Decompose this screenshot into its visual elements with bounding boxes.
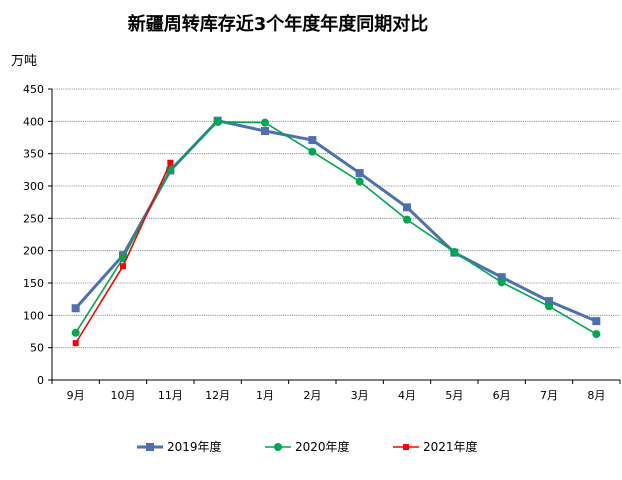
y-tick-label: 350 bbox=[23, 148, 44, 161]
x-tick-label: 9月 bbox=[67, 389, 85, 402]
legend-marker bbox=[403, 444, 409, 450]
data-point bbox=[592, 317, 601, 326]
x-tick-label: 3月 bbox=[351, 389, 369, 402]
data-point bbox=[308, 147, 317, 156]
x-tick-label: 12月 bbox=[205, 389, 230, 402]
data-point bbox=[167, 159, 174, 166]
y-tick-label: 150 bbox=[23, 277, 44, 290]
data-point bbox=[261, 118, 269, 127]
x-tick-labels: 9月 10月 11月 12月 1月 2月 3月 4月 5月 6月 7月 8月 bbox=[51, 380, 621, 402]
y-tick-label: 0 bbox=[37, 374, 44, 387]
y-tick-label: 400 bbox=[23, 115, 44, 128]
data-point bbox=[355, 177, 364, 186]
data-point bbox=[213, 117, 222, 126]
series-3 bbox=[72, 159, 174, 347]
legend-item: 2019年度 bbox=[137, 439, 222, 454]
legend-marker bbox=[146, 443, 154, 451]
x-tick-label: 10月 bbox=[111, 389, 136, 402]
data-point bbox=[71, 304, 80, 313]
chart-title: 新疆周转库存近3个年度年度同期对比 bbox=[128, 13, 429, 35]
data-point bbox=[545, 302, 553, 311]
y-tick-label: 450 bbox=[23, 83, 44, 96]
series-line bbox=[74, 121, 597, 335]
legend-item: 2020年度 bbox=[265, 439, 350, 454]
y-tick-labels: 0 50 100 150 200 250 300 350 400 450 bbox=[23, 83, 44, 387]
y-tick-label: 100 bbox=[23, 309, 44, 322]
y-axis-unit: 万吨 bbox=[11, 54, 37, 69]
series-layer bbox=[71, 116, 601, 347]
x-tick-label: 11月 bbox=[158, 389, 183, 402]
x-tick-label: 4月 bbox=[398, 389, 416, 402]
data-point bbox=[592, 330, 601, 339]
data-point bbox=[120, 263, 126, 270]
legend: 2019年度 2020年度 2021年度 bbox=[137, 439, 478, 454]
series-2 bbox=[71, 117, 601, 339]
gridlines bbox=[48, 88, 620, 381]
data-point bbox=[261, 127, 269, 136]
legend-item: 2021年度 bbox=[393, 439, 478, 454]
data-point bbox=[545, 297, 553, 306]
x-tick-label: 6月 bbox=[493, 389, 511, 402]
legend-label: 2019年度 bbox=[167, 439, 222, 454]
x-tick-label: 5月 bbox=[445, 389, 463, 402]
y-tick-label: 200 bbox=[23, 245, 44, 258]
y-tick-label: 300 bbox=[23, 180, 44, 193]
x-tick-label: 1月 bbox=[256, 389, 274, 402]
x-tick-label: 7月 bbox=[540, 389, 558, 402]
x-tick-label: 2月 bbox=[303, 389, 321, 402]
legend-label: 2020年度 bbox=[295, 439, 350, 454]
data-point bbox=[71, 328, 80, 337]
legend-label: 2021年度 bbox=[423, 439, 478, 454]
x-tick-label: 8月 bbox=[587, 389, 605, 402]
data-point bbox=[72, 340, 79, 347]
data-point bbox=[403, 203, 411, 212]
y-tick-label: 250 bbox=[23, 212, 44, 225]
data-point bbox=[308, 136, 317, 145]
data-point bbox=[497, 273, 506, 282]
y-tick-label: 50 bbox=[30, 342, 44, 355]
series-1 bbox=[71, 116, 601, 326]
data-point bbox=[355, 169, 364, 178]
data-point bbox=[403, 215, 411, 224]
legend-marker bbox=[274, 443, 282, 451]
data-point bbox=[450, 247, 459, 256]
data-point bbox=[497, 278, 506, 287]
